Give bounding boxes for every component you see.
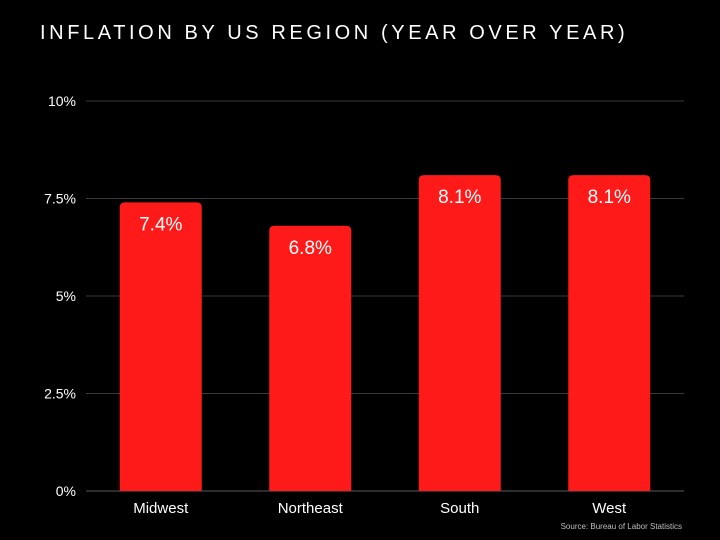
y-tick-label: 0% <box>56 483 76 499</box>
x-tick-label: Midwest <box>133 500 189 517</box>
chart-title: INFLATION BY US REGION (YEAR OVER YEAR) <box>40 22 629 44</box>
bar-northeast <box>269 225 352 492</box>
x-tick-label: Northeast <box>278 500 344 517</box>
bar-midwest <box>119 202 202 491</box>
data-label: 8.1% <box>438 187 481 208</box>
bar-west <box>568 175 651 491</box>
bar-south <box>418 175 501 491</box>
data-label: 7.4% <box>139 214 182 235</box>
y-tick-label: 10% <box>48 93 76 109</box>
y-tick-label: 2.5% <box>44 386 76 402</box>
data-label: 8.1% <box>588 187 631 208</box>
source-note: Source: Bureau of Labor Statistics <box>560 522 682 531</box>
y-tick-label: 7.5% <box>44 191 76 207</box>
data-label: 6.8% <box>289 238 332 259</box>
x-tick-label: West <box>592 500 627 517</box>
x-tick-label: South <box>440 500 479 517</box>
y-tick-label: 5% <box>56 288 76 304</box>
